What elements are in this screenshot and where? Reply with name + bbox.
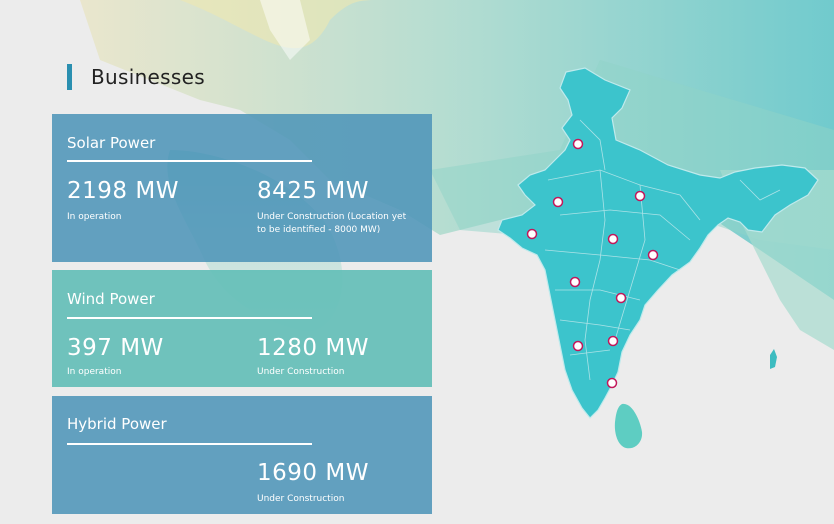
- under-construction-label: Under Construction: [257, 367, 345, 377]
- under-construction-value: 1280 MW: [257, 335, 369, 361]
- solar-power-card[interactable]: Solar Power 2198 MW In operation 8425 MW…: [52, 114, 432, 262]
- in-operation-value: 397 MW: [67, 335, 164, 361]
- india-outline: [497, 67, 819, 419]
- in-operation-label: In operation: [67, 367, 122, 377]
- card-title: Solar Power: [67, 134, 156, 152]
- under-construction-label: Under Construction: [257, 494, 345, 504]
- map-marker-gujarat[interactable]: [526, 228, 538, 240]
- under-construction-value: 1690 MW: [257, 460, 369, 486]
- section-heading: Businesses: [67, 64, 205, 90]
- under-construction-value: 8425 MW: [257, 178, 369, 204]
- hybrid-power-card[interactable]: Hybrid Power 1690 MW Under Construction: [52, 396, 432, 514]
- under-construction-label: Under Construction (Location yet to be i…: [257, 212, 407, 235]
- map-marker-karnataka[interactable]: [572, 340, 584, 352]
- map-marker-maharashtra[interactable]: [569, 276, 581, 288]
- map-marker-rajasthan[interactable]: [552, 196, 564, 208]
- in-operation-value: 2198 MW: [67, 178, 179, 204]
- sri-lanka-shape: [614, 403, 643, 449]
- divider: [67, 443, 312, 445]
- heading-accent-bar: [67, 64, 72, 90]
- map-marker-punjab[interactable]: [572, 138, 584, 150]
- divider: [67, 317, 312, 319]
- page-title: Businesses: [91, 65, 205, 89]
- map-marker-telangana[interactable]: [615, 292, 627, 304]
- card-title: Wind Power: [67, 290, 155, 308]
- wind-power-card[interactable]: Wind Power 397 MW In operation 1280 MW U…: [52, 270, 432, 387]
- map-marker-chhattisgarh[interactable]: [647, 249, 659, 261]
- in-operation-label: In operation: [67, 212, 122, 222]
- card-title: Hybrid Power: [67, 415, 167, 433]
- map-marker-madhya-pradesh[interactable]: [607, 233, 619, 245]
- map-marker-tamil-nadu[interactable]: [606, 377, 618, 389]
- map-marker-uttar-pradesh[interactable]: [634, 190, 646, 202]
- divider: [67, 160, 312, 162]
- map-marker-andhra-pradesh[interactable]: [607, 335, 619, 347]
